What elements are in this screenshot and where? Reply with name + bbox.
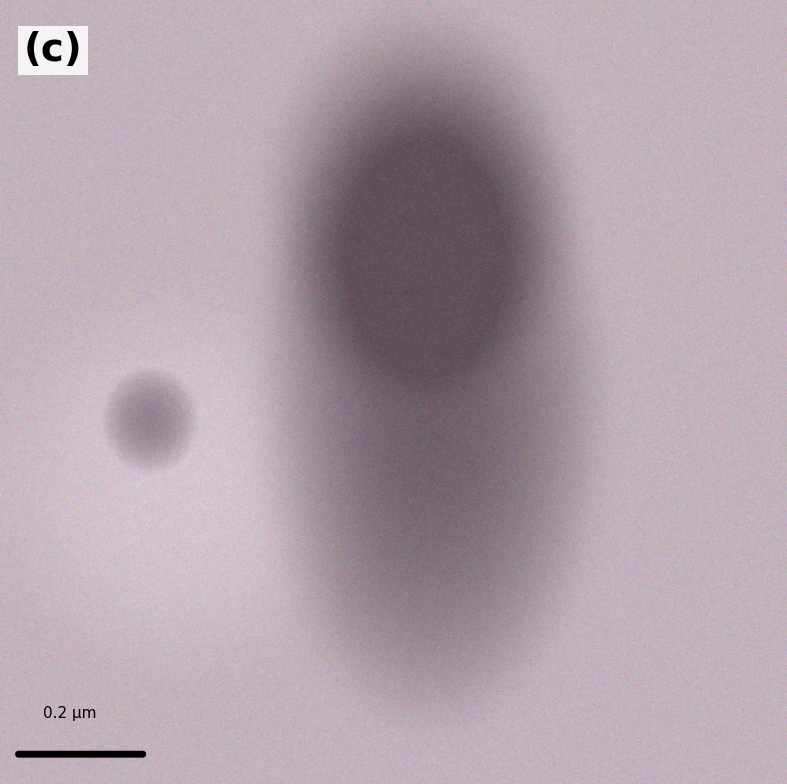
Text: 0.2 μm: 0.2 μm (43, 706, 97, 721)
Text: (c): (c) (24, 31, 83, 69)
